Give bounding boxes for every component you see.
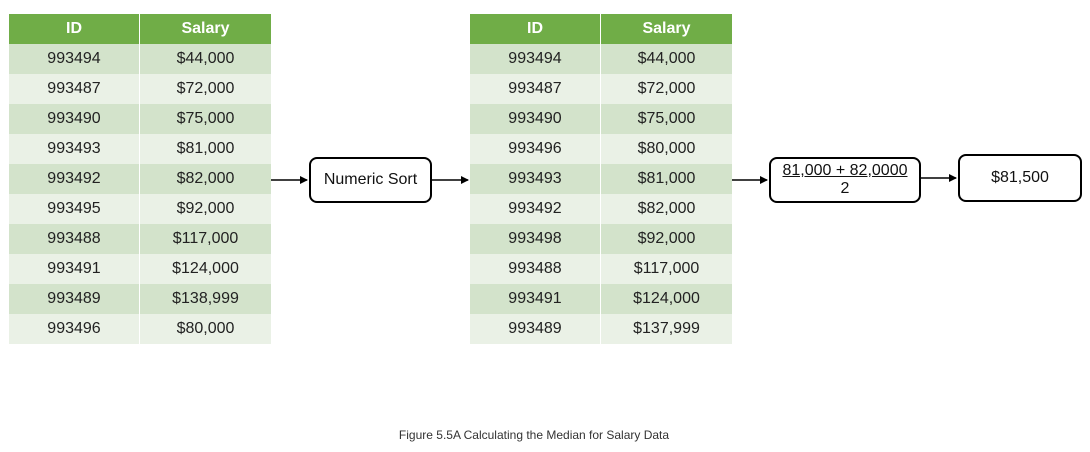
salary-cell: $137,999 xyxy=(633,320,700,337)
table-row: 993492 $82,000 xyxy=(470,194,732,224)
salary-cell: $75,000 xyxy=(637,110,696,127)
id-column-header: ID xyxy=(470,14,601,44)
id-cell: 993487 xyxy=(9,74,140,104)
table-row: 993489 $137,999 xyxy=(470,314,732,344)
salary-cell: $72,000 xyxy=(176,80,235,97)
table-row: 993491 $124,000 xyxy=(9,254,271,284)
numeric-sort-label: Numeric Sort xyxy=(323,171,418,188)
id-cell: 993495 xyxy=(9,194,140,224)
id-cell: 993491 xyxy=(9,254,140,284)
salary-cell: $44,000 xyxy=(637,50,696,67)
table-row: 993493 $81,000 xyxy=(470,164,732,194)
figure-caption: Figure 5.5A Calculating the Median for S… xyxy=(398,428,670,442)
id-cell: 993489 xyxy=(9,284,140,314)
id-cell: 993490 xyxy=(9,104,140,134)
id-cell: 993492 xyxy=(9,164,140,194)
table-row: 993490 $75,000 xyxy=(9,104,271,134)
salary-cell: $72,000 xyxy=(637,80,696,97)
median-result-box: $81,500 xyxy=(958,154,1082,202)
table-row: 993494 $44,000 xyxy=(470,44,732,74)
id-cell: 993498 xyxy=(470,224,601,254)
table-header: ID Salary xyxy=(470,14,732,44)
id-column-header: ID xyxy=(9,14,140,44)
salary-column-header: Salary xyxy=(642,20,691,37)
table-row: 993498 $92,000 xyxy=(470,224,732,254)
id-cell: 993488 xyxy=(9,224,140,254)
sorted-salary-table: ID Salary 993494 $44,000 993487 $72,000 … xyxy=(470,14,732,344)
table-row: 993487 $72,000 xyxy=(9,74,271,104)
formula-numerator: 81,000 + 82,0000 xyxy=(782,162,908,179)
id-cell: 993493 xyxy=(470,164,601,194)
table-row: 993493 $81,000 xyxy=(9,134,271,164)
median-result-label: $81,500 xyxy=(991,169,1049,186)
table-row: 993489 $138,999 xyxy=(9,284,271,314)
table-row: 993494 $44,000 xyxy=(9,44,271,74)
table-row: 993488 $117,000 xyxy=(470,254,732,284)
salary-cell: $92,000 xyxy=(637,230,696,247)
median-formula-box: 81,000 + 82,0000 2 xyxy=(769,157,921,203)
id-cell: 993494 xyxy=(9,44,140,74)
salary-cell: $82,000 xyxy=(176,170,235,187)
salary-cell: $124,000 xyxy=(172,260,239,277)
table-row: 993492 $82,000 xyxy=(9,164,271,194)
salary-cell: $117,000 xyxy=(633,260,700,277)
id-cell: 993496 xyxy=(9,314,140,344)
formula-denominator: 2 xyxy=(840,180,850,197)
salary-cell: $138,999 xyxy=(172,290,239,307)
numeric-sort-box: Numeric Sort xyxy=(309,157,432,203)
id-cell: 993488 xyxy=(470,254,601,284)
id-cell: 993491 xyxy=(470,284,601,314)
table-row: 993490 $75,000 xyxy=(470,104,732,134)
id-cell: 993487 xyxy=(470,74,601,104)
table-row: 993488 $117,000 xyxy=(9,224,271,254)
salary-cell: $92,000 xyxy=(176,200,235,217)
salary-cell: $117,000 xyxy=(172,230,239,247)
salary-cell: $124,000 xyxy=(633,290,700,307)
table-row: 993491 $124,000 xyxy=(470,284,732,314)
table-row: 993496 $80,000 xyxy=(470,134,732,164)
id-cell: 993490 xyxy=(470,104,601,134)
table-header: ID Salary xyxy=(9,14,271,44)
salary-cell: $80,000 xyxy=(637,140,696,157)
table-row: 993495 $92,000 xyxy=(9,194,271,224)
salary-cell: $44,000 xyxy=(176,50,235,67)
id-cell: 993494 xyxy=(470,44,601,74)
table-row: 993496 $80,000 xyxy=(9,314,271,344)
salary-cell: $81,000 xyxy=(637,170,696,187)
salary-cell: $81,000 xyxy=(176,140,235,157)
salary-cell: $80,000 xyxy=(176,320,235,337)
id-cell: 993489 xyxy=(470,314,601,344)
unsorted-salary-table: ID Salary 993494 $44,000 993487 $72,000 … xyxy=(9,14,271,344)
id-cell: 993492 xyxy=(470,194,601,224)
table-row: 993487 $72,000 xyxy=(470,74,732,104)
salary-column-header: Salary xyxy=(181,20,230,37)
salary-cell: $75,000 xyxy=(176,110,235,127)
id-cell: 993496 xyxy=(470,134,601,164)
salary-cell: $82,000 xyxy=(637,200,696,217)
id-cell: 993493 xyxy=(9,134,140,164)
